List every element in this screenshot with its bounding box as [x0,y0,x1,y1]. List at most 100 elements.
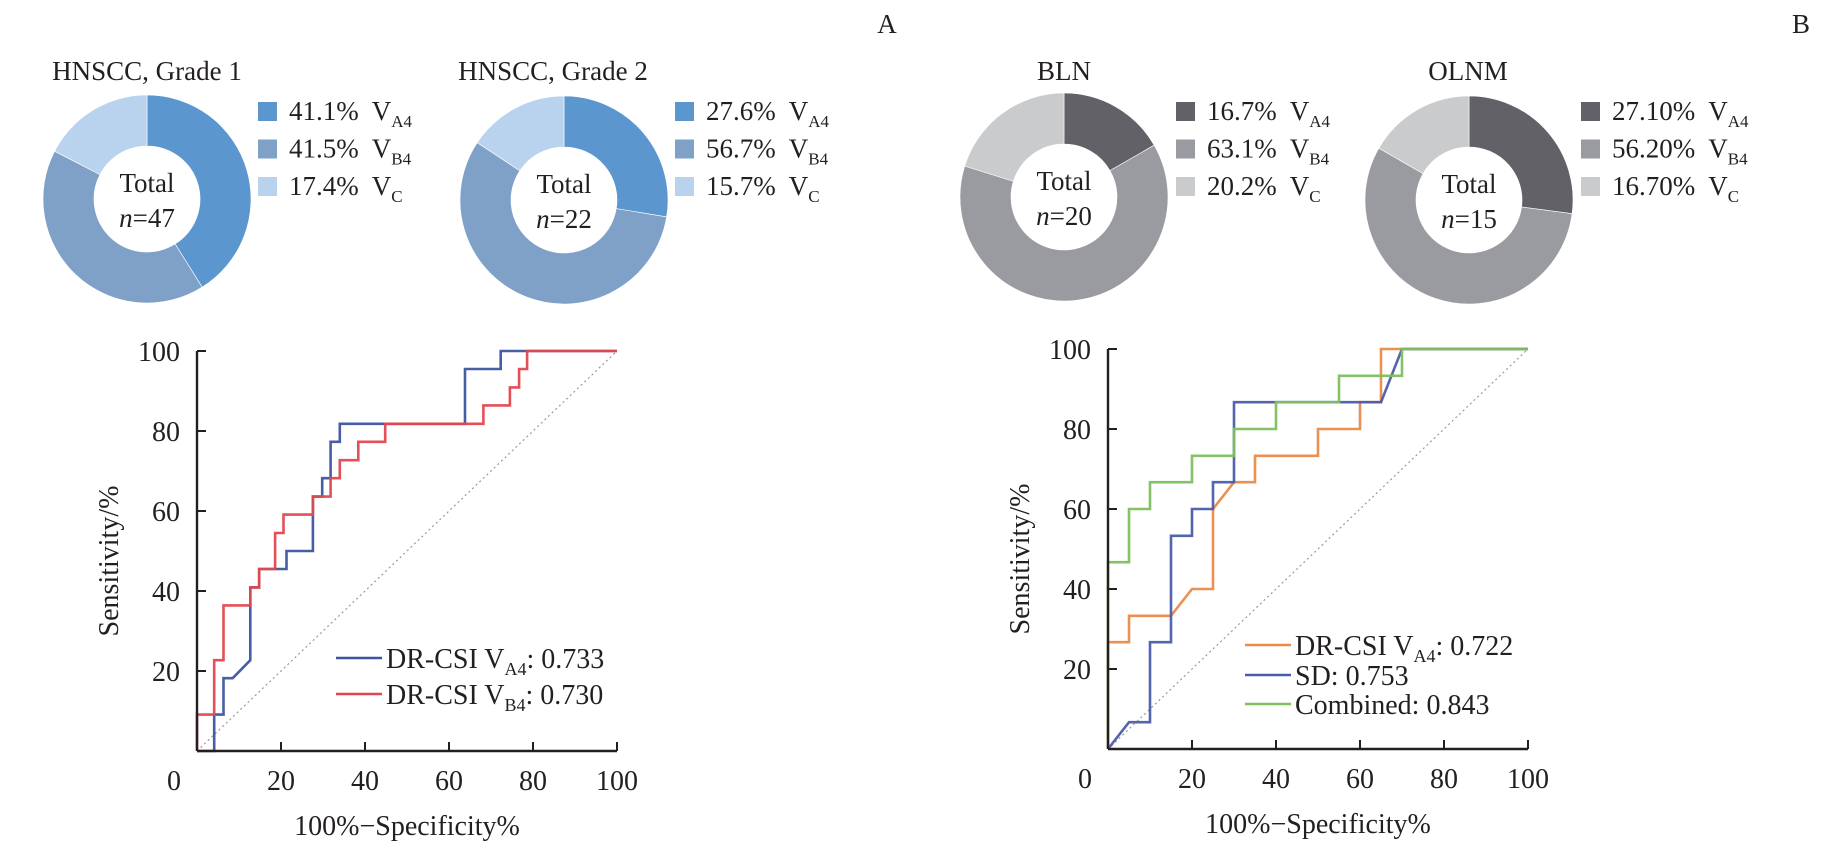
x-tick-label: 100 [596,766,638,797]
roc-chart: 20 40 60 80 100 20 40 60 80 100 0 100%−Specificity%… [94,337,638,842]
legend-name: Combined [1295,690,1412,721]
n-value: =47 [133,203,175,233]
donut-slice-va4 [563,95,669,218]
panel-label-b: B [1792,9,1810,39]
legend-name: DR-CSI V [1295,631,1414,662]
reference-diagonal [196,350,618,752]
legend-value: 41.5% V [289,134,392,164]
n-symbol: n [1441,204,1455,234]
legend-subscript: A4 [1414,646,1436,666]
legend-entry: DR-CSI VA4: 0.733 [386,644,604,679]
x-tick-label: 100 [1507,764,1549,795]
legend-label: 56.20% VB4 [1612,134,1748,169]
legend-swatch [1176,177,1195,196]
legend-value: 16.7% V [1207,96,1310,126]
y-tick-label: 20 [1063,655,1091,686]
y-tick-label: 60 [152,497,180,528]
legend-subscript: A4 [808,112,829,131]
legend-label: 56.7% VB4 [706,134,829,169]
legend-value: 17.4% V [289,171,392,201]
donut-chart: HNSCC, Grade 1 41.1% VA4 41.5% VB4 17.4% VC… [42,56,413,304]
y-tick-label: 40 [152,577,180,608]
legend-value: 63.1% V [1207,134,1310,164]
n-value: =15 [1455,204,1497,234]
y-tick-label: 20 [152,657,180,688]
legend-subscript: C [808,187,819,206]
donut-slice-vb4 [459,142,667,305]
x-tick-label: 20 [1178,764,1206,795]
panel-label-a: A [877,9,897,39]
legend-swatch [258,177,277,196]
legend-swatch [1176,139,1195,159]
legend-swatch [1581,177,1600,196]
legend-swatch [258,139,277,159]
legend-entry: SD: 0.753 [1295,661,1409,692]
legend-value: 56.20% V [1612,134,1728,164]
donut-slice-vb4 [959,144,1169,302]
legend-swatch [675,102,694,121]
origin-tick-label: 0 [1078,764,1092,795]
donut-title: HNSCC, Grade 2 [458,56,648,86]
donut-title: OLNM [1428,56,1508,86]
y-axis-label: Sensitivity/% [1005,484,1036,635]
x-axis-label: 100%−Specificity% [1205,809,1431,840]
roc-curve-combined [1106,347,1528,749]
legend-subscript: A4 [391,112,412,131]
legend-value: 16.70% V [1612,171,1728,201]
legend-swatch [675,177,694,196]
legend-subscript: B4 [391,150,411,169]
legend-value: 15.7% V [706,171,809,201]
y-tick-label: 60 [1063,495,1091,526]
y-tick-label: 100 [138,337,180,368]
legend-name: DR-CSI V [386,644,505,675]
y-tick-label: 40 [1063,575,1091,606]
x-tick-label: 60 [435,766,463,797]
legend-label: 63.1% VB4 [1207,134,1330,169]
donut-center-label: Total [536,169,591,199]
y-tick-label: 80 [1063,415,1091,446]
donut-center-label: Total [119,168,174,198]
donut-center-label: Total [1036,166,1091,196]
y-tick-label: 100 [1049,335,1091,366]
n-symbol: n [1036,201,1050,231]
donut-slice-vb4 [1364,147,1573,305]
roc-charts: 20 40 60 80 100 20 40 60 80 100 0 100%−Specificity%… [94,335,1549,842]
legend-label: 17.4% VC [289,171,403,206]
legend-name: DR-CSI V [386,680,505,711]
donut-center-n: n=47 [119,203,175,233]
legend-value: 41.1% V [289,96,392,126]
legend-subscript: C [1309,187,1320,206]
donut-title: HNSCC, Grade 1 [52,56,242,86]
legend-entry: Combined: 0.843 [1295,690,1489,721]
x-tick-label: 80 [519,766,547,797]
legend-label: 16.7% VA4 [1207,96,1331,131]
legend-name: SD [1295,661,1331,692]
donut-center-n: n=22 [536,204,592,234]
legend-value: 27.6% V [706,96,809,126]
n-value: =22 [550,204,592,234]
legend-label: 15.7% VC [706,171,820,206]
legend-subscript: B4 [505,695,526,715]
legend-subscript: A4 [1728,112,1749,131]
donut-title: BLN [1037,56,1091,86]
donut-slice-vc [1378,95,1470,175]
x-axis-label: 100%−Specificity% [294,811,520,842]
n-value: =20 [1050,201,1092,231]
roc-curve-dr-csi-vb4 [195,349,617,751]
roc-chart: 20 40 60 80 100 20 40 60 80 100 0 100%−Specificity%… [1005,335,1549,840]
x-tick-label: 60 [1346,764,1374,795]
n-symbol: n [119,203,133,233]
legend-auc: : 0.722 [1436,631,1514,662]
donut-slice-va4 [146,94,252,288]
legend-subscript: C [391,187,402,206]
legend-label: 27.10% VA4 [1612,96,1749,131]
donut-center-label: Total [1441,169,1496,199]
donut-slice-vb4 [42,150,203,304]
legend-swatch [675,139,694,159]
y-tick-label: 80 [152,417,180,448]
x-tick-label: 40 [1262,764,1290,795]
